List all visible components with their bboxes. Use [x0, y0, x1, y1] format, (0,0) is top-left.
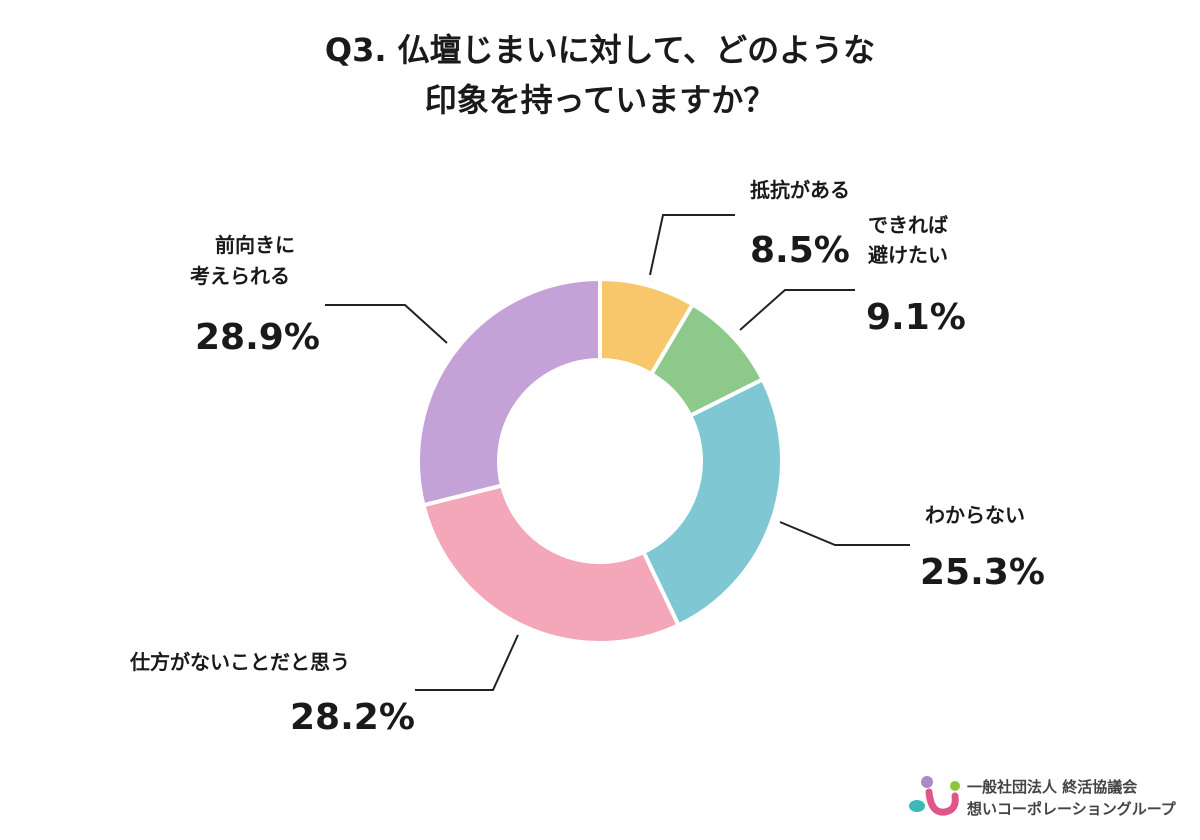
leader-line-4: [325, 304, 448, 344]
slice-label-4a: 前向きに: [215, 233, 295, 257]
logo-mark-icon: [909, 776, 960, 816]
leader-line-3: [415, 634, 519, 691]
slice-label-2: わからない: [925, 503, 1025, 527]
leader-line-2: [779, 521, 910, 546]
organization-logo: 一般社団法人 終活協議会 想いコーポレーショングループ: [905, 772, 1176, 822]
slice-label-1b: 避けたい: [868, 243, 948, 267]
slice-value-3: 28.2%: [290, 697, 415, 738]
slice-label-0: 抵抗がある: [750, 178, 850, 202]
donut-slice-2: [640, 376, 784, 628]
leader-line-0: [649, 214, 735, 276]
donut-slice-3: [421, 483, 682, 645]
slice-value-1: 9.1%: [866, 297, 966, 338]
logo-text-line-1: 一般社団法人 終活協議会: [967, 778, 1138, 796]
slice-label-4b: 考えられる: [190, 264, 290, 288]
logo-text-line-2: 想いコーポレーショングループ: [967, 800, 1176, 818]
slice-value-0: 8.5%: [750, 230, 850, 271]
slice-value-2: 25.3%: [920, 552, 1045, 593]
chart-title-line-1: Q3. 仏壇じまいに対して、どのような: [324, 31, 876, 69]
leader-line-1: [739, 289, 855, 331]
slice-label-3: 仕方がないことだと思う: [130, 650, 350, 674]
chart-title-line-2: 印象を持っていますか？: [424, 81, 776, 119]
slice-value-4: 28.9%: [195, 317, 320, 358]
donut-slice-4: [416, 276, 602, 508]
slice-label-1a: できれば: [868, 213, 948, 237]
